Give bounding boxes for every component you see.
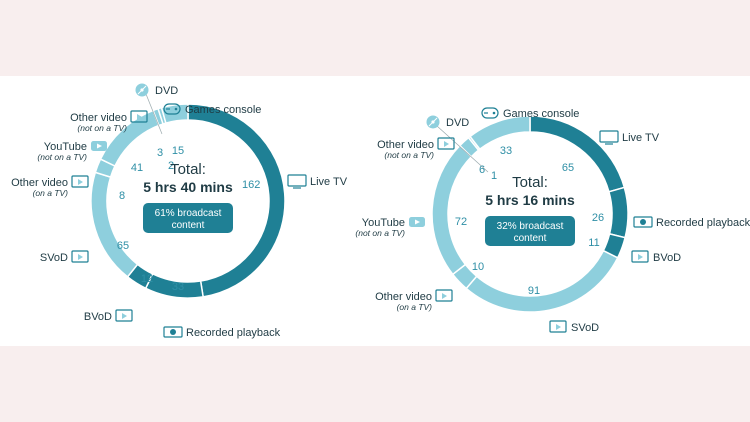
category-label: SVoD	[571, 322, 599, 334]
value-label: 26	[592, 212, 604, 224]
dvd-leader-line	[436, 125, 489, 173]
value-label: 1	[491, 170, 497, 182]
segment-svod	[465, 249, 619, 313]
value-label: 65	[117, 240, 129, 252]
value-label: 33	[172, 281, 184, 293]
segment-live-tv	[187, 103, 286, 298]
category-sublabel: (not on a TV)	[37, 152, 87, 162]
stream-icon	[549, 320, 567, 333]
value-label: 162	[242, 179, 260, 191]
total-label: Total:	[170, 161, 206, 178]
category-label: Live TV	[310, 176, 348, 188]
category-label: Games console	[503, 108, 579, 120]
play-screen-icon	[115, 309, 133, 322]
tv-video-icon	[435, 289, 453, 302]
category-label: BVoD	[653, 252, 681, 264]
total-value: 5 hrs 40 mins	[143, 179, 233, 195]
value-label: 65	[562, 162, 574, 174]
category-sublabel: (on a TV)	[33, 188, 69, 198]
segment-games-console	[468, 115, 531, 151]
category-label: Other video	[377, 139, 434, 151]
category-label: Recorded playback	[656, 217, 750, 229]
gamepad-icon	[163, 103, 181, 115]
category-label: YouTube	[362, 217, 405, 229]
value-label: 6	[479, 164, 485, 176]
gamepad-icon	[481, 107, 499, 119]
category-sublabel: (not on a TV)	[77, 123, 127, 133]
category-sublabel: (not on a TV)	[355, 228, 405, 238]
recorder-icon	[633, 216, 653, 228]
broadcast-badge	[143, 203, 233, 233]
stream-icon	[71, 250, 89, 263]
youtube-icon	[91, 141, 107, 151]
broadcast-badge	[485, 216, 575, 246]
screen-video-icon	[437, 137, 455, 150]
dvd-leader-line	[145, 93, 163, 135]
category-label: Other video	[375, 291, 432, 303]
broadcast-share: 32% broadcast	[497, 221, 564, 232]
category-label: Other video	[11, 177, 68, 189]
category-label: SVoD	[40, 252, 68, 264]
broadcast-share: 61% broadcast	[155, 208, 222, 219]
donut-chart-2: 65 Live TV 26 Recorded playback 11 BVoD 91 SVoD…	[355, 107, 750, 334]
value-label: 15	[172, 145, 184, 157]
segment-recorded-playback	[608, 186, 629, 239]
youtube-icon	[409, 217, 425, 227]
value-label: 2	[168, 160, 174, 172]
category-label: YouTube	[44, 141, 87, 153]
value-label: 10	[472, 261, 484, 273]
category-label: Games console	[185, 104, 261, 116]
donut-chart-1: 162 Live TV 33 Recorded playback 12 BVoD 65 SVo…	[11, 83, 348, 339]
broadcast-caption: content	[514, 233, 547, 244]
total-value: 5 hrs 16 mins	[485, 192, 575, 208]
play-screen-icon	[631, 250, 649, 263]
category-label: DVD	[155, 85, 178, 97]
total-label: Total:	[512, 174, 548, 191]
value-label: 91	[528, 285, 540, 297]
category-label: Recorded playback	[186, 327, 281, 339]
value-label: 11	[588, 237, 599, 249]
value-label: 33	[500, 145, 512, 157]
recorder-icon	[163, 326, 183, 338]
disc-icon	[426, 115, 440, 129]
value-label: 72	[455, 216, 467, 228]
broadcast-caption: content	[172, 220, 205, 231]
tv-icon	[287, 174, 307, 189]
tv-video-icon	[71, 175, 89, 188]
category-sublabel: (not on a TV)	[384, 150, 434, 160]
category-sublabel: (on a TV)	[397, 302, 433, 312]
category-label: Other video	[70, 112, 127, 124]
disc-icon	[135, 83, 149, 97]
value-label: 41	[131, 162, 143, 174]
value-label: 12	[141, 273, 153, 285]
category-label: Live TV	[622, 132, 660, 144]
segment-svod	[90, 171, 139, 278]
value-label: 8	[119, 190, 125, 202]
segment-youtube--not-on-a-tv-	[431, 144, 473, 276]
category-label: DVD	[446, 117, 469, 129]
tv-icon	[599, 130, 619, 145]
value-label: 3	[157, 147, 163, 159]
category-label: BVoD	[84, 311, 112, 323]
screen-video-icon	[130, 110, 148, 123]
charts-panel: 162 Live TV 33 Recorded playback 12 BVoD 65 SVo…	[0, 76, 750, 346]
